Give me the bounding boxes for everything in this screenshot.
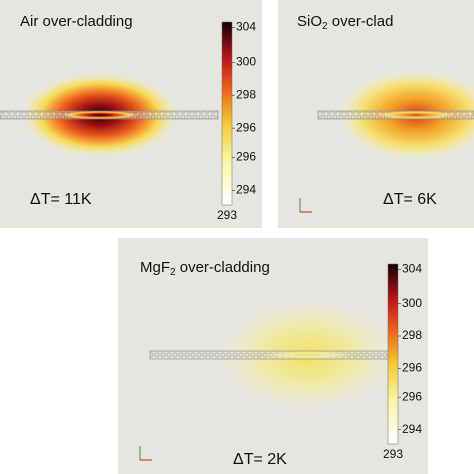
colorbar-tick-label: 294: [402, 422, 422, 436]
title-part: over-clad: [328, 13, 394, 30]
colorbar-tick-label: 296: [236, 150, 256, 164]
title-part: Air over-cladding: [20, 13, 133, 30]
delta-t-label: ΔT= 6K: [383, 191, 437, 208]
panel-title: MgF2 over-cladding: [140, 259, 270, 278]
colorbar-tick-label: 304: [402, 262, 422, 276]
title-part: over-cladding: [176, 259, 270, 276]
colorbar-tick-label: 300: [236, 54, 256, 68]
colorbar-tick-label: 304: [236, 20, 256, 34]
subscript: 2: [170, 267, 176, 278]
heat-core: [61, 111, 139, 119]
title-part: SiO: [297, 13, 322, 30]
subscript: 2: [322, 21, 328, 32]
panel: SiO2 over-clad ΔT= 6K: [278, 0, 474, 228]
colorbar-tick-label: 296: [402, 389, 422, 403]
panel: Air over-cladding ΔT= 11K 304 300 298 296 296 2…: [0, 0, 262, 228]
colorbar-tick-label: 300: [402, 296, 422, 310]
colorbar-min-label: 293: [217, 208, 237, 222]
colorbar-min-label: 293: [383, 447, 403, 461]
title-part: MgF: [140, 259, 170, 276]
delta-t-label: ΔT= 11K: [30, 191, 92, 208]
colorbar: [387, 263, 399, 445]
panel-title: SiO2 over-clad: [297, 13, 393, 32]
delta-t-label: ΔT= 2K: [233, 451, 287, 468]
panel: MgF2 over-cladding ΔT= 2K 304 300 298 296 296 2…: [118, 238, 428, 474]
colorbar-tick-label: 298: [402, 328, 422, 342]
panel-title: Air over-cladding: [20, 13, 133, 30]
colorbar-tick-label: 294: [236, 183, 256, 197]
colorbar-tick-label: 298: [236, 87, 256, 101]
heat-core: [263, 351, 353, 359]
colorbar: [221, 21, 233, 206]
colorbar-tick-label: 296: [236, 120, 256, 134]
heat-core: [377, 111, 455, 119]
colorbar-tick-label: 296: [402, 361, 422, 375]
